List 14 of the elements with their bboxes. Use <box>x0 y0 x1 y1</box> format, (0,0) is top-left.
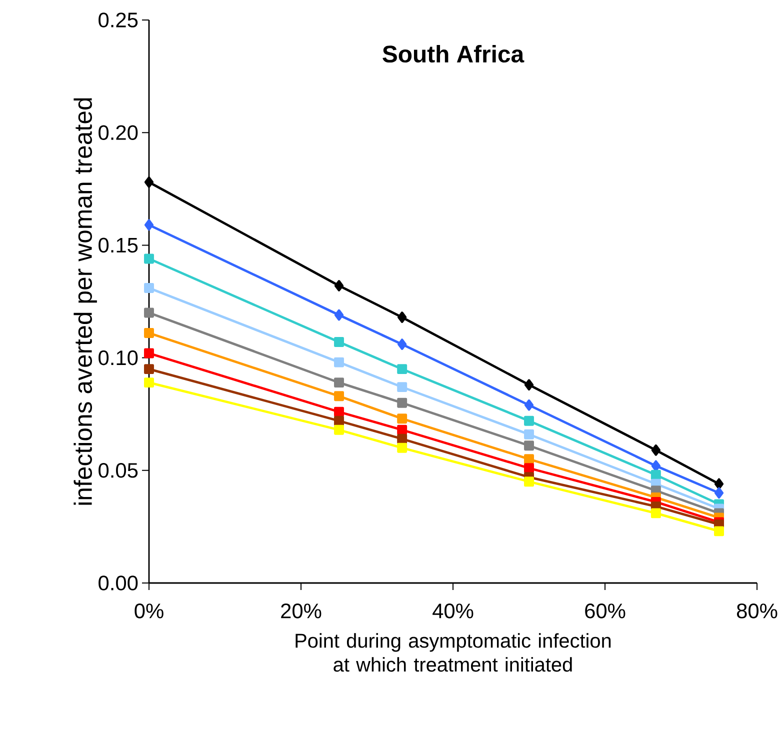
x-tick-label: 40% <box>432 604 474 618</box>
y-tick-label: 0.00 <box>98 576 138 590</box>
x-tick-label: 80% <box>736 604 778 618</box>
x-axis-title: Point during asymptomatic infection at which treatment initiated <box>296 633 611 672</box>
y-axis-title: infections averted per woman treated <box>74 98 97 505</box>
y-tick-label: 0.20 <box>98 125 138 140</box>
y-tick-label: 0.25 <box>98 12 138 28</box>
x-tick-label: 0% <box>134 604 164 618</box>
y-tick-label: 0.15 <box>98 238 138 253</box>
y-tick-label: 0.05 <box>98 462 138 478</box>
y-tick-label: 0.10 <box>98 350 138 366</box>
x-tick-label: 60% <box>585 604 626 618</box>
text: South Africa <box>382 44 524 63</box>
x-tick-label: 20% <box>281 604 322 618</box>
